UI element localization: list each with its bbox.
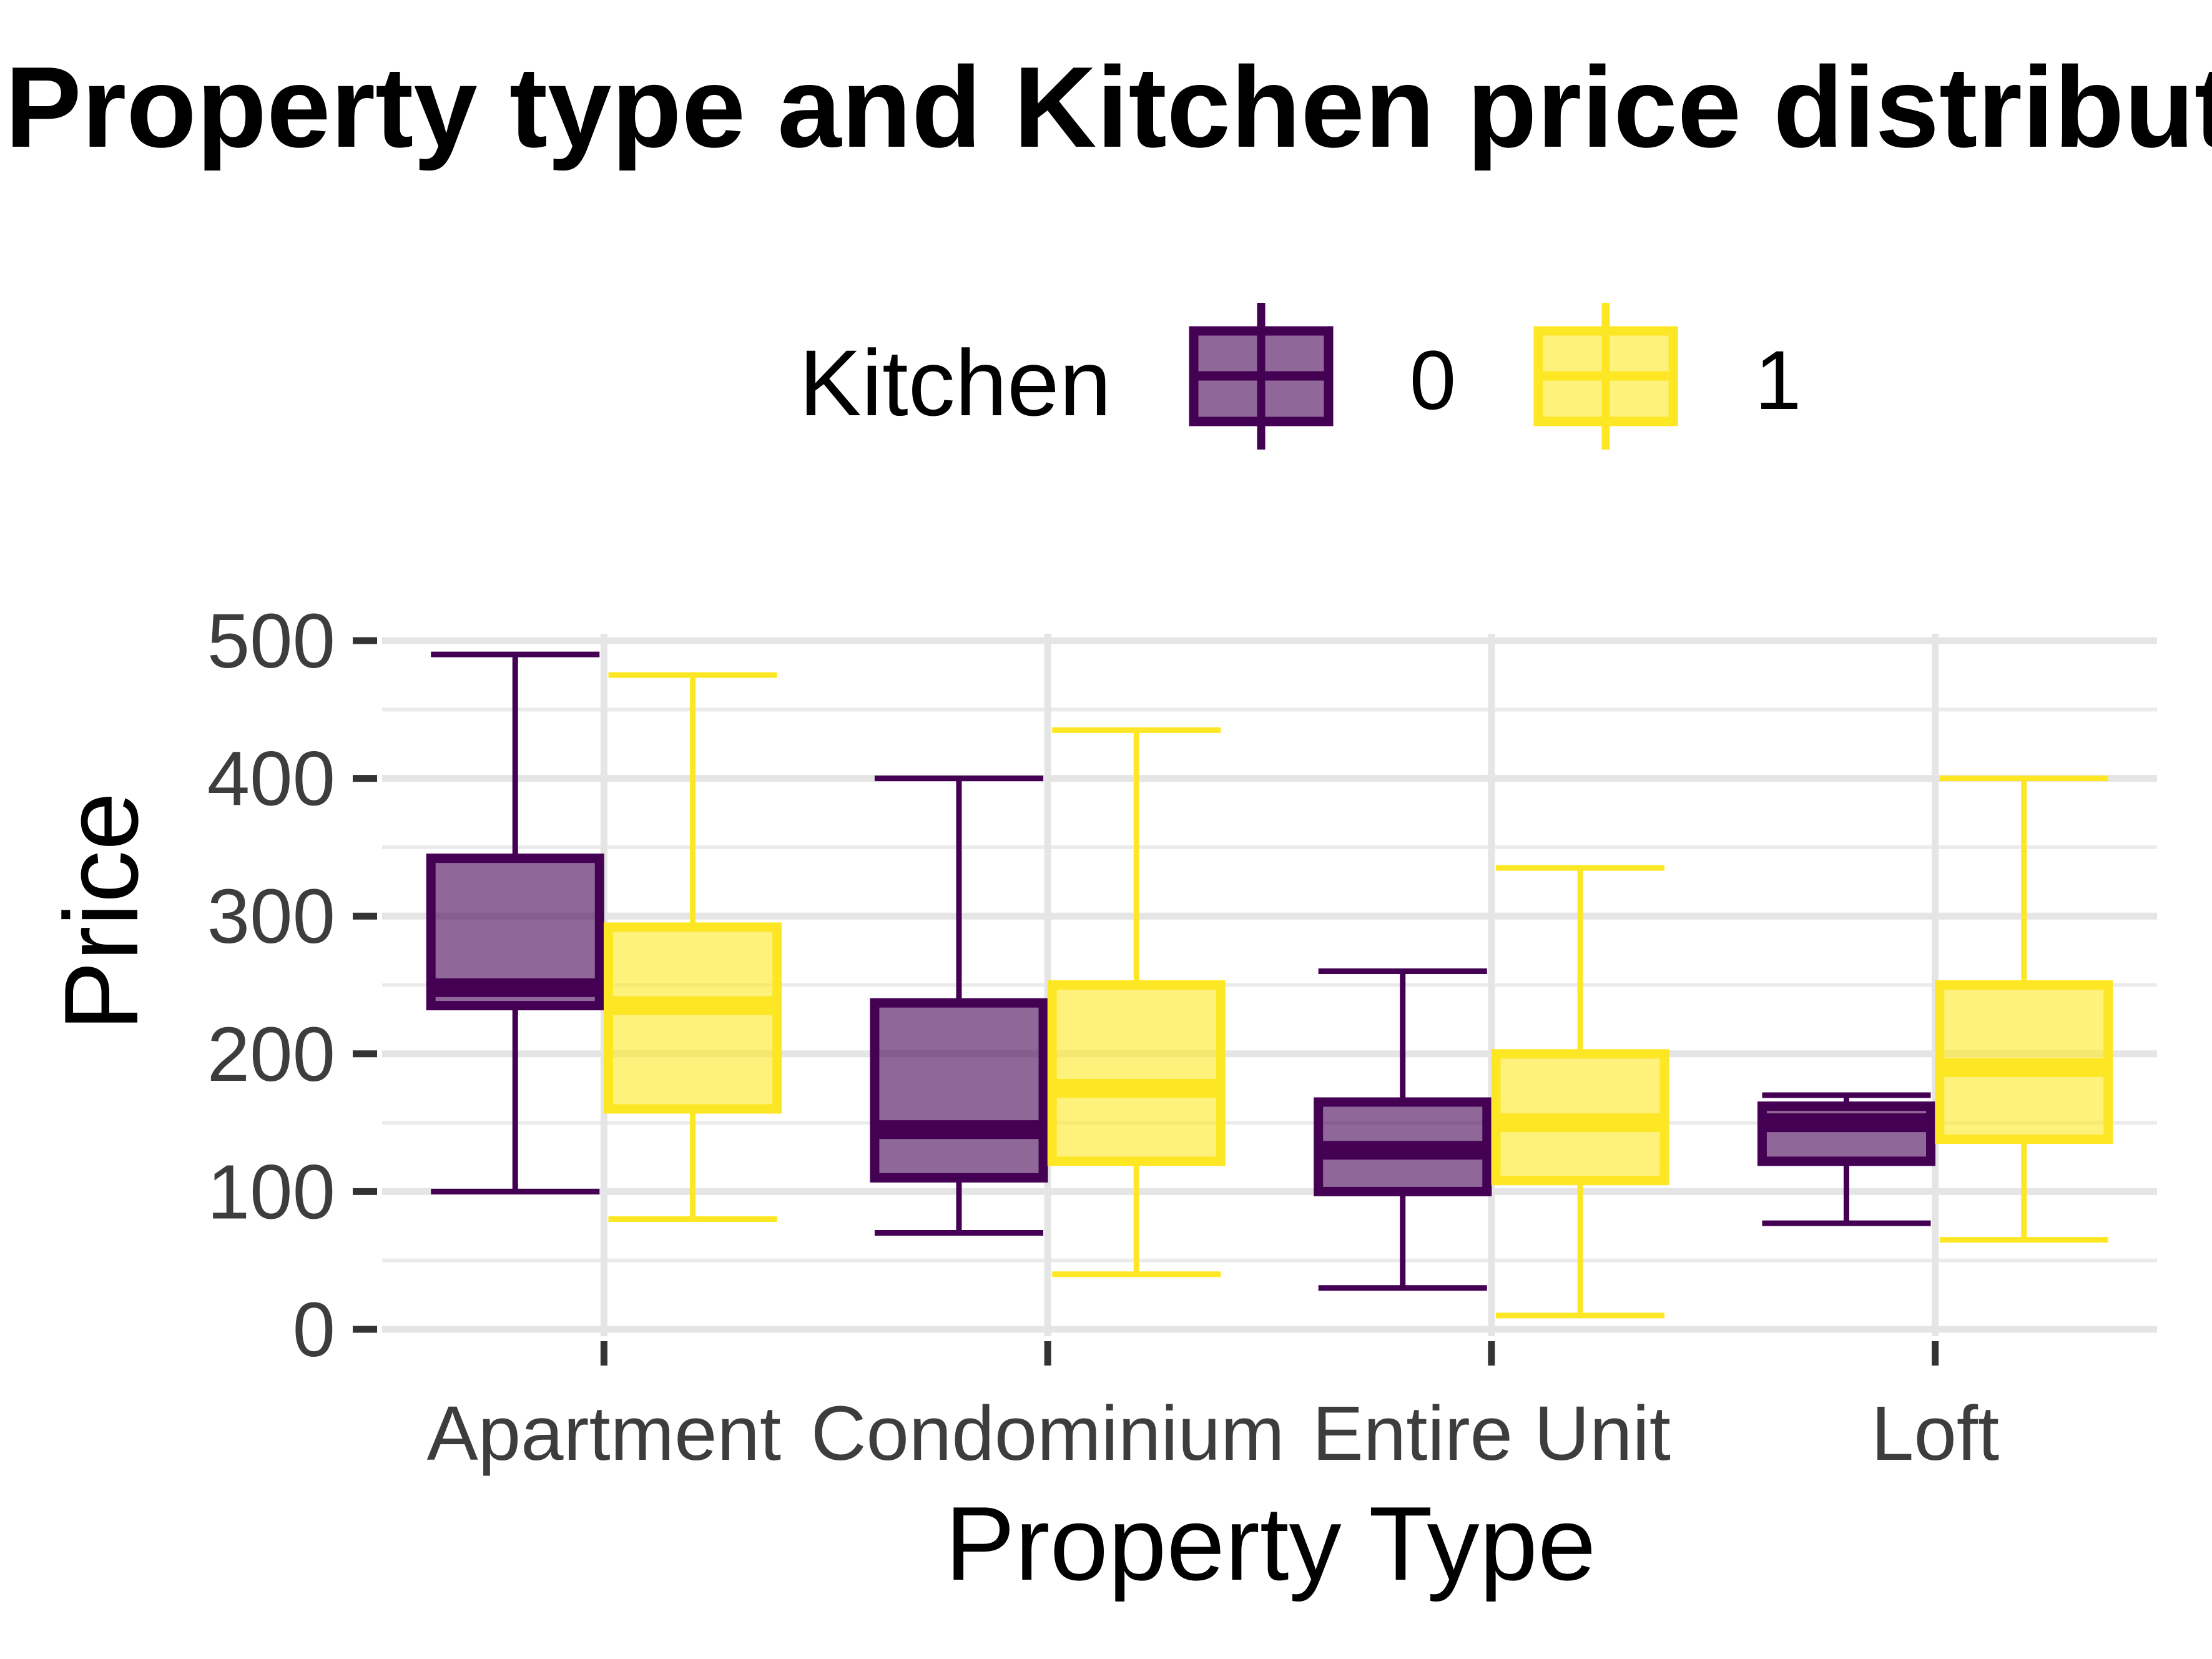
y-axis-title: Price [42,792,160,1031]
chart-title: Property type and Kitchen price distribu… [5,42,2212,171]
box-kitchen-0 [426,651,604,1194]
box-kitchen-0 [870,775,1048,1236]
x-tick-label: Entire Unit [1312,1391,1671,1477]
boxes [426,651,2113,1319]
box-body [870,998,1048,1183]
y-tick-label: 300 [207,874,335,960]
legend: Kitchen 0 1 [799,303,1802,450]
box-kitchen-1 [1935,775,2113,1243]
x-tick-label: Loft [1871,1391,1999,1477]
legend-title: Kitchen [799,330,1111,435]
x-axis-title: Property Type [945,1485,1596,1602]
box-kitchen-0 [1757,1092,1936,1226]
box-kitchen-0 [1314,968,1492,1291]
legend-label-1: 1 [1755,334,1802,427]
y-tick-label: 0 [293,1287,335,1373]
legend-key-0 [1189,303,1334,450]
box-kitchen-1 [1047,727,1226,1277]
x-tick-label: Condominium [811,1391,1285,1477]
y-tick-label: 400 [207,737,335,822]
y-tick-label: 100 [207,1149,335,1235]
y-tick-label: 200 [207,1012,335,1098]
box-body [603,922,782,1114]
axes: 0 100 200 300 400 500 Apartment Condominium Enti… [207,599,1999,1477]
grid [382,634,2157,1336]
box-kitchen-1 [1491,865,1669,1319]
box-kitchen-1 [603,672,782,1222]
legend-label-0: 0 [1410,334,1457,427]
y-tick-label: 500 [207,599,335,684]
box-body [1047,980,1226,1166]
x-tick-label: Apartment [427,1391,781,1477]
legend-key-1 [1533,303,1678,450]
